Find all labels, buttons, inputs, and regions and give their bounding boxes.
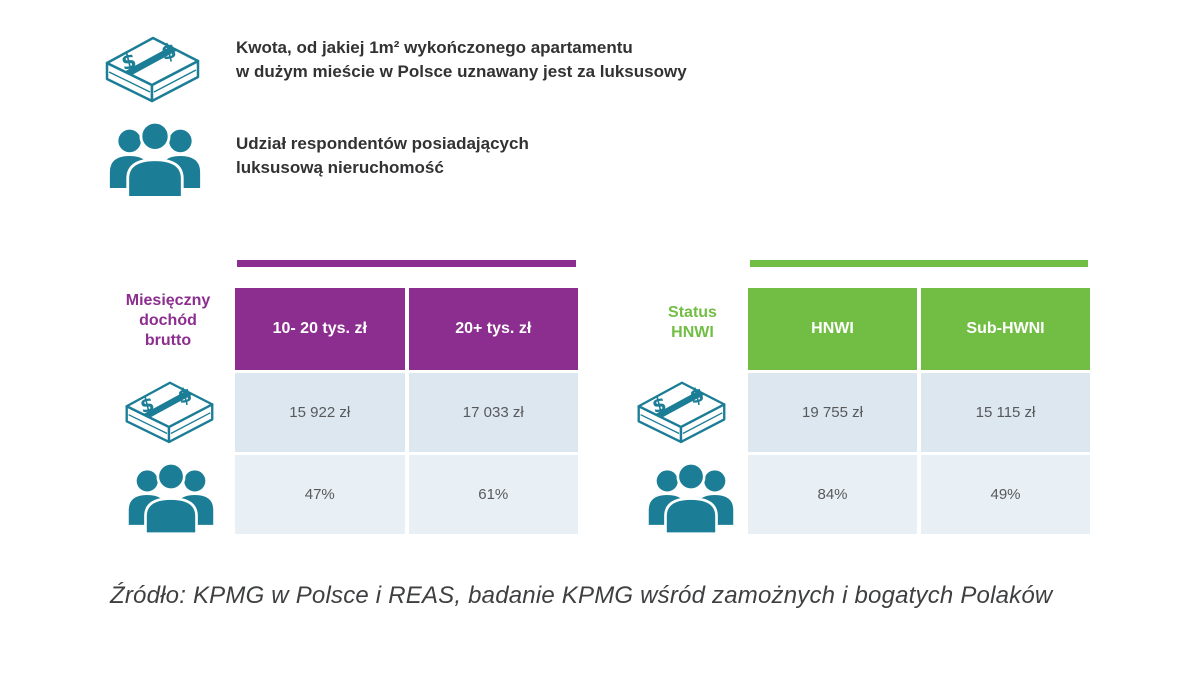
income-price-cell-1: 15 922 zł [235, 373, 405, 452]
source-caption: Źródło: KPMG w Polsce i REAS, badanie KP… [110, 582, 1053, 609]
money-stack-icon [122, 372, 216, 448]
income-table-label: Miesięczny dochód brutto [125, 292, 211, 349]
legend-money-text: Kwota, od jakiej 1m² wykończonego aparta… [236, 38, 687, 81]
legend-people-text: Udział respondentów posiadających luksus… [236, 134, 529, 177]
hnwi-share-cell-1: 84% [748, 455, 917, 534]
people-group-icon [108, 112, 202, 200]
income-table: 10- 20 tys. zł 20+ tys. zł 15 922 zł 17 … [235, 288, 578, 534]
people-group-icon [647, 454, 735, 536]
income-price-cell-2: 17 033 zł [408, 373, 578, 452]
hnwi-table-accent-strip [750, 260, 1088, 267]
hnwi-price-cell-1: 19 755 zł [748, 373, 917, 452]
hnwi-col-header-2: Sub-HWNI [921, 288, 1090, 370]
income-table-accent-strip [237, 260, 576, 267]
income-col-header-2: 20+ tys. zł [408, 288, 578, 370]
hnwi-price-cell-2: 15 115 zł [921, 373, 1090, 452]
hnwi-table-label: Status HNWI [668, 304, 717, 341]
people-group-icon [127, 454, 215, 536]
income-col-header-1: 10- 20 tys. zł [235, 288, 405, 370]
money-stack-icon [102, 26, 202, 108]
money-stack-icon [634, 372, 728, 448]
income-share-cell-1: 47% [235, 455, 405, 534]
hnwi-share-cell-2: 49% [921, 455, 1090, 534]
income-share-cell-2: 61% [408, 455, 578, 534]
hnwi-col-header-1: HNWI [748, 288, 917, 370]
hnwi-table: HNWI Sub-HWNI 19 755 zł 15 115 zł 84% 49… [748, 288, 1090, 534]
